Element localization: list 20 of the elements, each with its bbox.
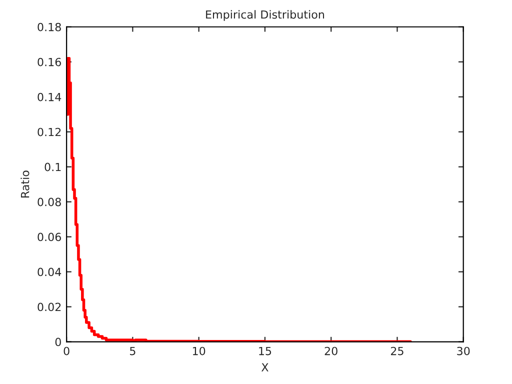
x-tick-label: 30 (457, 346, 470, 356)
y-tick-label: 0.18 (38, 22, 61, 32)
y-tick-label: 0.1 (44, 162, 61, 172)
y-tick-label: 0.04 (38, 268, 62, 276)
y-tick-label: 0.06 (38, 232, 61, 242)
y-tick-label: 0 (55, 338, 61, 346)
y-tick-label: 0.08 (38, 198, 61, 206)
chart-title: Empirical Distribution (206, 10, 324, 21)
x-axis-title: X (261, 363, 268, 372)
x-tick-label: 15 (259, 346, 272, 356)
y-tick-label: 0.12 (38, 128, 61, 136)
x-tick-label: 25 (390, 346, 404, 356)
x-tick-label: 0 (64, 346, 70, 356)
x-tick-label: 20 (324, 346, 338, 356)
x-tick-label: 5 (130, 346, 136, 356)
y-tick-label: 0.14 (38, 92, 62, 102)
x-tick-label: 10 (192, 346, 206, 356)
y-tick-label: 0.16 (38, 58, 61, 66)
y-axis-title: Ratio (20, 170, 30, 198)
y-tick-label: 0.02 (38, 302, 61, 312)
